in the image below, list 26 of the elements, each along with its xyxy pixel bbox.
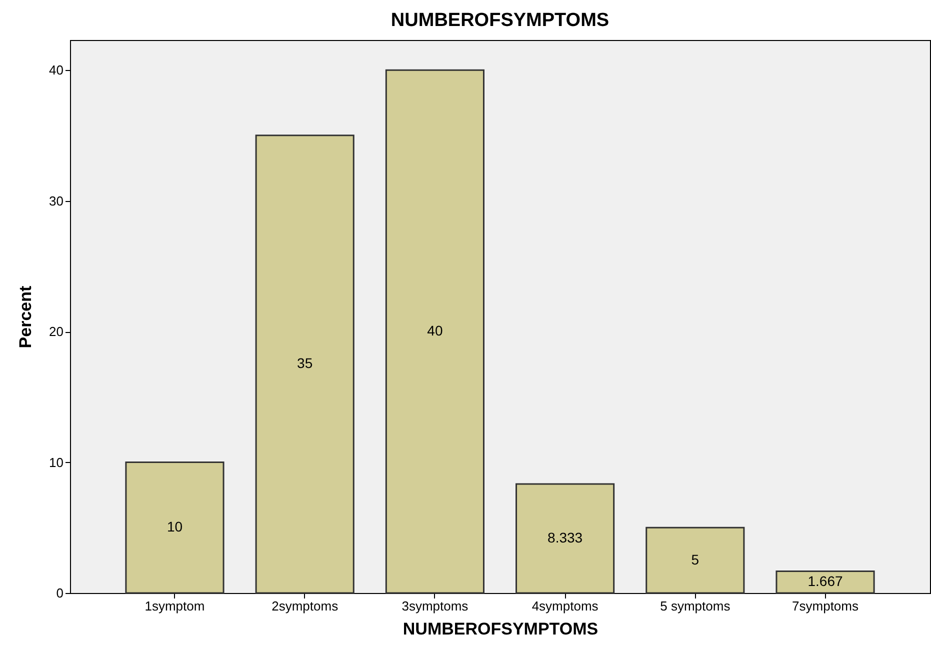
chart-title: NUMBEROFSYMPTOMS: [390, 10, 610, 31]
bar: [255, 134, 354, 594]
x-tick-label: 7symptoms: [792, 598, 859, 614]
data-label: 35: [297, 355, 313, 372]
data-label: 8.333: [548, 530, 583, 546]
y-tick-label: 20: [49, 324, 64, 340]
y-tick-label: 40: [49, 62, 64, 78]
y-tick-label: 0: [56, 586, 64, 600]
data-label: 5: [691, 551, 700, 568]
data-label: 10: [166, 518, 183, 535]
x-tick-label: 2symptoms: [272, 598, 339, 614]
data-label: 1.667: [808, 573, 843, 590]
x-axis-title: NUMBEROFSYMPTOMS: [402, 620, 598, 638]
x-tick-label: 5 symptoms: [660, 598, 731, 614]
data-label: 40: [427, 322, 443, 339]
bar: [125, 462, 224, 594]
x-tick-label: 1symptom: [144, 598, 205, 614]
y-tick-label: 10: [49, 454, 64, 470]
bar: [776, 570, 875, 594]
bar: [646, 526, 745, 594]
x-tick-label: 4symptoms: [532, 598, 599, 614]
x-tick-label: 3symptoms: [402, 598, 469, 614]
bar: [385, 69, 484, 594]
y-axis-title: Percent: [16, 285, 36, 348]
bar: [516, 483, 615, 594]
y-tick-label: 30: [49, 193, 64, 208]
